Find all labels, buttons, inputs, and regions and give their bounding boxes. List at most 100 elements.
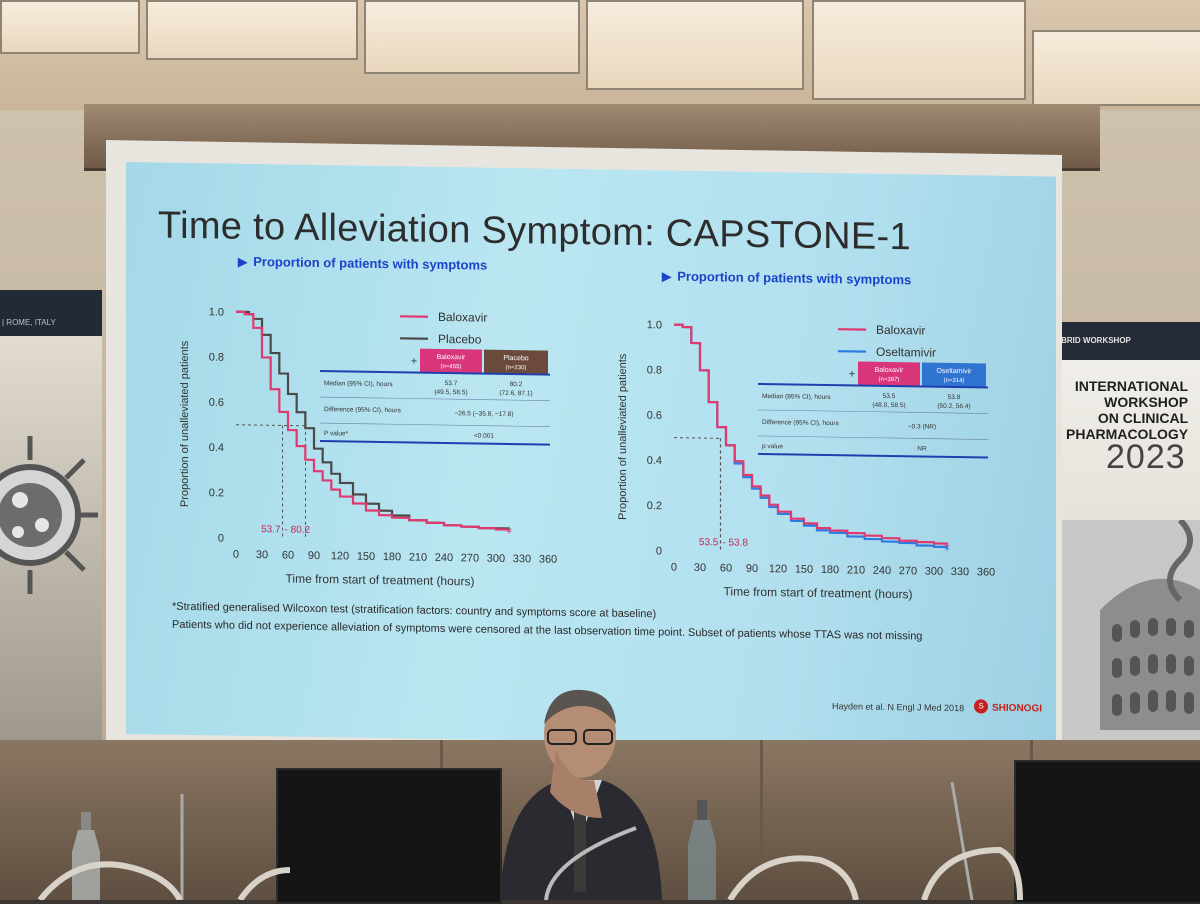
shionogi-logo-icon: S [974,699,988,713]
ceiling-panel [1032,30,1200,106]
y-axis-label: Proportion of unalleviated patients [179,340,191,507]
table-cell: (72.6, 87.1) [499,390,532,398]
colosseum-graphic [1060,520,1200,750]
ceiling-panel [812,0,1026,100]
legend-censor-mark: + [849,368,855,380]
right-banner-header-text: HYBRID WORKSHOP [1050,336,1131,345]
x-tick-label: 300 [925,566,943,578]
table-header-label: (n=387) [879,377,900,383]
ceiling-panel [146,0,358,60]
table-cell: −26.5 (−35.8, −17.8) [454,410,513,418]
x-tick-label: 180 [383,551,401,563]
ceiling-panel [0,0,140,54]
x-tick-label: 360 [977,566,995,578]
x-tick-label: 30 [256,549,268,561]
censor-mark: + [944,541,950,552]
x-axis-label: Time from start of treatment (hours) [286,572,475,589]
x-tick-label: 180 [821,564,839,576]
x-tick-label: 60 [720,562,732,574]
table-cell: (50.2, 56.4) [937,403,970,411]
virus-graphic [0,430,100,600]
x-tick-label: 60 [282,549,294,561]
x-tick-label: 150 [357,551,375,563]
workshop-title: INTERNATIONAL WORKSHOP ON CLINICAL PHARM… [1066,378,1188,442]
ceiling-panel [364,0,580,74]
x-tick-label: 0 [671,562,677,574]
table-cell: 53.5 [883,393,896,400]
legend-entry: Baloxavir [438,310,487,325]
table-cell: −0.3 (NR) [908,423,936,430]
y-tick-label: 0.8 [209,351,224,363]
median-guide-line [674,438,721,439]
y-tick-label: 0.4 [647,455,662,467]
table-cell: 80.2 [510,381,523,388]
x-tick-label: 0 [233,549,239,561]
x-tick-label: 240 [435,552,453,564]
x-tick-label: 360 [539,553,557,565]
table-cell: (48.0, 58.5) [872,402,905,410]
x-tick-label: 210 [847,564,865,576]
table-header-label: (n=314) [944,378,965,384]
x-tick-label: 90 [308,550,320,562]
x-tick-label: 300 [487,553,505,565]
median-label: 53.5 [699,537,719,548]
y-tick-label: 0.2 [647,500,662,512]
x-tick-label: 120 [769,563,787,575]
chart-2-subtitle-text: Proportion of patients with symptoms [677,269,911,288]
table-header-label: Baloxavir [875,367,904,374]
workshop-title-line: WORKSHOP [1066,394,1188,410]
x-tick-label: 120 [331,550,349,562]
workshop-year: 2023 [1106,438,1186,477]
x-tick-label: 150 [795,564,813,576]
x-tick-label: 270 [461,552,479,564]
left-banner-text: | ROME, ITALY [2,318,56,327]
x-tick-label: 90 [746,563,758,575]
legend-entry: Baloxavir [876,323,925,338]
table-rule [758,436,988,440]
x-tick-label: 240 [873,565,891,577]
table-rule [758,454,988,458]
x-axis-label: Time from start of treatment (hours) [724,584,913,601]
y-axis-label: Proportion of unalleviated patients [617,353,629,520]
table-header-label: Placebo [503,355,528,362]
footnote-2: Patients who did not experience alleviat… [172,619,922,643]
y-tick-label: 0 [656,545,662,557]
y-tick-label: 0 [218,532,224,544]
table-rule [758,410,988,414]
legend-entry: Oseltamivir [876,345,936,360]
table-rule [320,423,550,427]
ceiling-panel [586,0,804,90]
left-banner-header [0,290,102,336]
table-header-label: Baloxavir [437,354,466,361]
y-tick-label: 0.2 [209,487,224,499]
median-guide-line [236,425,306,426]
projected-slide: Time to Alleviation Symptom: CAPSTONE-1 … [126,162,1056,749]
table-header-label: (n=455) [441,364,462,370]
slide-title: Time to Alleviation Symptom: CAPSTONE-1 [158,205,911,260]
table-rule [320,397,550,401]
y-tick-label: 0.6 [209,397,224,409]
legend-entry: Placebo [438,332,482,347]
x-tick-label: 210 [409,551,427,563]
x-tick-label: 330 [513,553,531,565]
table-cell: (49.5, 58.5) [434,389,467,397]
play-triangle-icon: ▶ [238,255,247,269]
y-tick-label: 0.8 [647,364,662,376]
workshop-title-line: INTERNATIONAL [1066,378,1188,394]
citation: Hayden et al. N Engl J Med 2018 [832,701,964,713]
chart-1-subtitle-text: Proportion of patients with symptoms [253,254,487,273]
table-header-label: (n=230) [506,365,527,371]
table-cell: 53.8 [948,394,961,401]
table-row-label: Median (95% CI), hours [324,380,393,388]
y-tick-label: 1.0 [647,319,662,331]
censor-mark: + [506,527,512,538]
chart-1-kaplan-meier: Proportion of unalleviated patients Time … [166,281,606,608]
y-tick-label: 1.0 [209,306,224,318]
x-tick-label: 330 [951,566,969,578]
table-row-label: Median (95% CI), hours [762,393,831,401]
table-cell: NR [917,445,927,452]
y-tick-label: 0.6 [647,410,662,422]
median-label: - 80.2 [285,524,311,535]
chart-2-subtitle: ▶Proportion of patients with symptoms [662,268,911,287]
workshop-title-line: ON CLINICAL [1066,410,1188,426]
